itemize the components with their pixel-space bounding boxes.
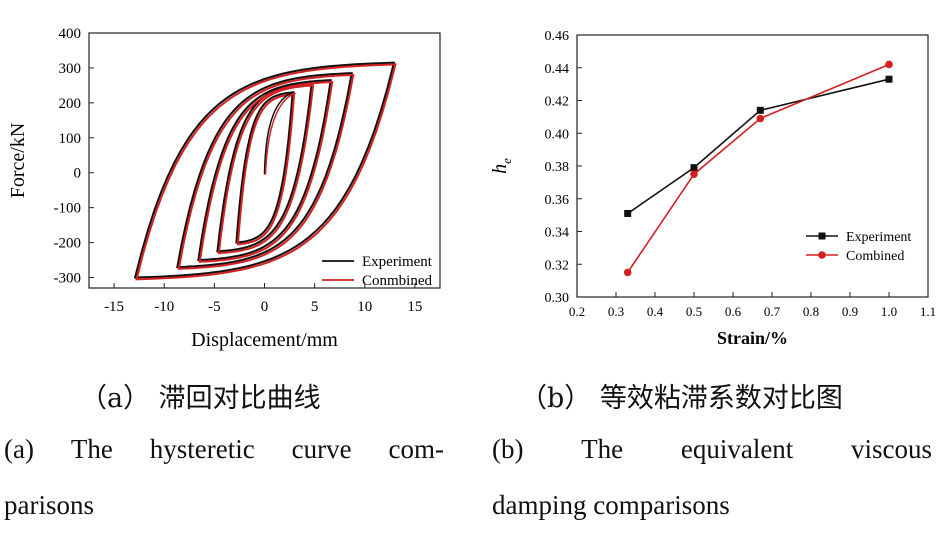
y-axis-label: Force/kN (7, 123, 29, 199)
x-tick-label: -10 (154, 299, 174, 315)
x-tick-label: 1.1 (920, 304, 936, 319)
y-tick-label: 0 (74, 166, 82, 182)
y-tick-label: 0.32 (545, 258, 570, 273)
y-tick-label: 0.44 (545, 62, 570, 77)
caption-a-word: com- (388, 434, 444, 464)
combined-point (690, 170, 698, 178)
combined-virgin-curve (264, 92, 296, 175)
caption-a-word: (a) (4, 434, 34, 464)
y-tick-label: 0.40 (545, 127, 570, 142)
x-tick-label: 1.0 (881, 304, 897, 319)
legend-experiment-marker (818, 232, 826, 240)
x-axis-label: Strain/% (717, 328, 788, 348)
caption-b-word: The (581, 434, 624, 464)
y-tick-label: 400 (59, 26, 82, 42)
x-tick-label: 0.3 (608, 304, 624, 319)
y-tick-label: 100 (59, 131, 82, 147)
y-tick-label: 0.38 (545, 160, 570, 175)
y-tick-label: -300 (54, 271, 82, 287)
caption-b-chinese: （b） 等效粘滞系数对比图 (520, 383, 843, 414)
x-tick-label: -15 (104, 299, 124, 315)
x-tick-label: 0.6 (725, 304, 742, 319)
caption-a-word: hysteretic (149, 434, 255, 464)
x-tick-label: 0.5 (686, 304, 702, 319)
y-tick-label: 0.30 (545, 291, 570, 306)
combined-point (756, 114, 765, 123)
legend-experiment-label: Experiment (846, 230, 911, 245)
x-tick-label: 0.4 (647, 304, 664, 319)
experiment-loop (197, 79, 332, 262)
experiment-point (885, 75, 893, 83)
y-tick-label: 300 (59, 61, 82, 77)
x-tick-label: 5 (311, 299, 319, 315)
y-tick-label: 200 (59, 96, 82, 112)
experiment-virgin-curve (263, 90, 295, 175)
experiment-line (627, 78, 890, 215)
combined-line (627, 63, 890, 273)
experiment-point (624, 209, 632, 217)
hysteretic-chart: -15 -10 -5 0 5 10 15 -300 -200 -100 0 100 200 300 400 D… (7, 26, 441, 351)
x-tick-label: 0.7 (764, 304, 781, 319)
legend-experiment-label: Experiment (362, 254, 433, 270)
caption-b-word: (b) (492, 434, 524, 464)
experiment-loop (176, 72, 353, 269)
caption-a-chinese: （a） 滞回对比曲线 (80, 383, 321, 414)
x-axis-label: Displacement/mm (191, 329, 338, 351)
y-tick-label: 0.36 (545, 193, 570, 208)
y-tick-label: 0.42 (545, 95, 570, 110)
legend-combined-marker (818, 251, 826, 259)
y-tick-label: 0.46 (545, 29, 570, 44)
x-tick-label: 0.9 (842, 304, 858, 319)
caption-a-english-line2: parisons (4, 490, 94, 520)
caption-a-word: curve (291, 434, 352, 464)
viscous-damping-chart: 0.2 0.3 0.4 0.5 0.6 0.7 0.8 0.9 1.0 1.1 0.30 0.32 0.… (489, 29, 936, 348)
y-axis-label: he (489, 158, 514, 174)
legend-combined-label: Conmbined (362, 273, 432, 289)
y-tick-label: -100 (54, 201, 82, 217)
x-tick-label: -5 (208, 299, 221, 315)
x-tick-label: 15 (407, 299, 422, 315)
legend-combined-label: Combined (846, 249, 904, 264)
x-tick-label: 0.8 (803, 304, 819, 319)
caption-a-english-line1: (a) The hysteretic curve com- (4, 434, 444, 465)
combined-loop (135, 63, 397, 281)
caption-b-word: equivalent (680, 434, 794, 464)
combined-point (885, 60, 893, 69)
x-tick-label: 0 (261, 299, 269, 315)
y-tick-label: 0.34 (545, 226, 570, 241)
caption-a-word: The (70, 434, 113, 464)
caption-b-english-line2: damping comparisons (492, 490, 730, 520)
x-tick-label: 0.2 (569, 304, 585, 319)
combined-point (623, 268, 632, 277)
caption-b-english-line1: (b) The equivalent viscous (492, 434, 932, 465)
combined-loop (177, 73, 355, 270)
caption-b-word: viscous (851, 434, 932, 464)
combined-loop (198, 80, 334, 263)
combined-loop (217, 84, 315, 255)
y-tick-label: -200 (54, 236, 82, 252)
x-tick-label: 10 (357, 299, 372, 315)
experiment-loop (133, 61, 396, 279)
experiment-point (756, 106, 764, 114)
experiment-point (690, 164, 698, 172)
